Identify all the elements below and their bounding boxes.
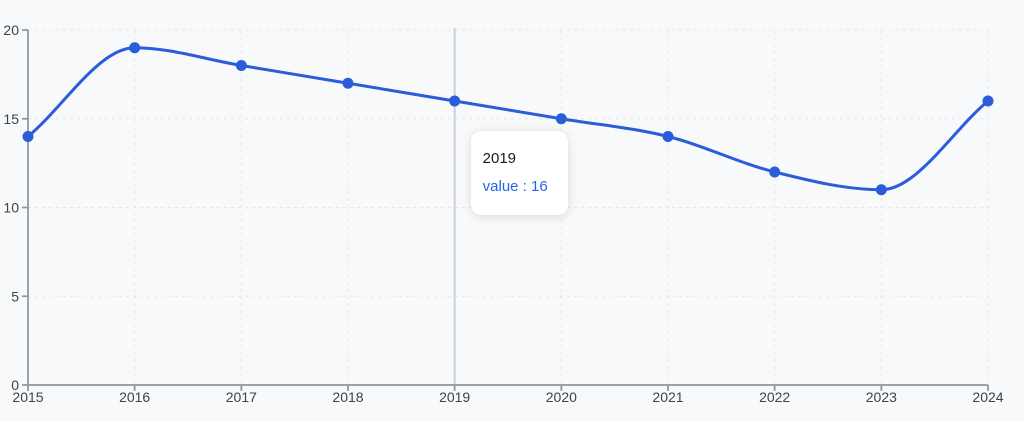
- y-tick-label: 20: [3, 22, 19, 38]
- data-point[interactable]: [22, 131, 34, 142]
- x-tick-label: 2022: [759, 389, 790, 405]
- x-tick-label: 2019: [439, 389, 470, 405]
- x-tick-label: 2018: [332, 389, 363, 405]
- series-line: [26, 46, 990, 192]
- data-point[interactable]: [342, 77, 354, 89]
- y-tick-label: 15: [3, 111, 19, 127]
- y-tick-label: 0: [11, 377, 19, 393]
- x-tick-label: 2016: [119, 389, 150, 405]
- y-tick-label: 10: [3, 200, 19, 216]
- gridlines: [28, 29, 989, 385]
- data-point[interactable]: [662, 131, 674, 142]
- y-tick-label: 5: [11, 288, 19, 304]
- data-point[interactable]: [449, 95, 461, 107]
- data-point[interactable]: [982, 95, 994, 107]
- x-tick-label: 2024: [972, 389, 1003, 405]
- x-tick-label: 2023: [866, 389, 897, 405]
- x-tick-label: 2017: [226, 389, 257, 405]
- x-tick-label: 2021: [652, 389, 683, 405]
- x-tick-label: 2015: [12, 389, 43, 405]
- data-point[interactable]: [875, 184, 887, 196]
- axes: [22, 29, 989, 391]
- data-point[interactable]: [235, 60, 247, 71]
- data-point[interactable]: [129, 42, 141, 54]
- data-point[interactable]: [769, 166, 781, 178]
- data-point[interactable]: [555, 113, 567, 125]
- data-points: [22, 42, 994, 196]
- tick-labels: 0 5 10 15 20 2015 2016 2017 2018 2019 2020 2021 2022…: [3, 22, 1003, 405]
- x-tick-label: 2020: [546, 389, 577, 405]
